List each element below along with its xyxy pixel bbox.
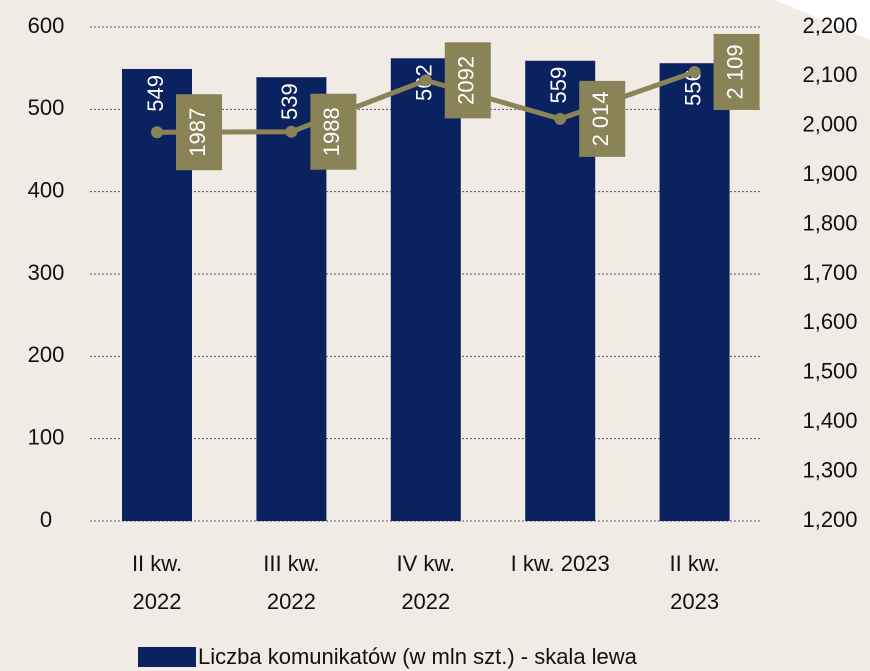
legend-swatch bbox=[138, 647, 196, 667]
line-marker bbox=[151, 126, 163, 139]
bar bbox=[659, 63, 730, 522]
line-value-label: 1988 bbox=[319, 107, 344, 156]
legend-label: Liczba komunikatów (w mln szt.) - skala … bbox=[198, 644, 638, 669]
y2-tick-label: 2,100 bbox=[802, 62, 857, 87]
y-tick-label: 600 bbox=[28, 13, 65, 38]
line-value-label: 2 014 bbox=[588, 91, 613, 146]
x-tick-label: III kw. bbox=[263, 551, 319, 576]
x-tick-label: IV kw. bbox=[396, 551, 455, 576]
label-box bbox=[713, 33, 760, 110]
line-value-label: 2092 bbox=[454, 56, 479, 105]
y2-tick-label: 1,400 bbox=[802, 408, 857, 433]
line-marker bbox=[688, 65, 701, 78]
x-tick-label: 2022 bbox=[267, 589, 316, 614]
y-tick-label: 200 bbox=[28, 342, 65, 367]
line-marker bbox=[419, 74, 432, 87]
y-tick-label: 500 bbox=[28, 95, 65, 120]
line-value-label: 1987 bbox=[185, 108, 210, 157]
x-tick-label: II kw. bbox=[670, 551, 720, 576]
y2-tick-label: 2,000 bbox=[802, 112, 857, 137]
y2-tick-label: 1,500 bbox=[802, 359, 857, 384]
y2-tick-label: 1,700 bbox=[802, 260, 857, 285]
y2-tick-label: 1,800 bbox=[802, 210, 857, 235]
y2-tick-label: 1,600 bbox=[802, 309, 857, 334]
corner bbox=[775, 0, 870, 40]
y-tick-label: 300 bbox=[28, 260, 65, 285]
label-box bbox=[444, 42, 491, 119]
line-marker bbox=[285, 125, 298, 138]
y-tick-label: 0 bbox=[40, 507, 52, 532]
line-marker bbox=[554, 112, 567, 125]
x-tick-label: 2022 bbox=[401, 589, 450, 614]
y2-tick-label: 2,200 bbox=[802, 13, 857, 38]
y2-tick-label: 1,900 bbox=[802, 161, 857, 186]
label-box bbox=[579, 80, 626, 157]
line-value-label: 2 109 bbox=[722, 44, 747, 99]
x-tick-label: 2023 bbox=[670, 589, 719, 614]
x-tick-label: I kw. 2023 bbox=[511, 551, 610, 576]
x-tick-label: 2022 bbox=[133, 589, 182, 614]
y2-tick-label: 1,200 bbox=[802, 507, 857, 532]
bar-value-label: 559 bbox=[546, 67, 571, 104]
label-box bbox=[176, 94, 222, 171]
y2-tick-label: 1,300 bbox=[802, 457, 857, 482]
bar-value-label: 539 bbox=[277, 83, 302, 120]
y-tick-label: 400 bbox=[28, 177, 65, 202]
y-tick-label: 100 bbox=[28, 424, 65, 449]
label-box bbox=[310, 93, 357, 170]
bar bbox=[390, 58, 461, 521]
x-tick-label: II kw. bbox=[132, 551, 182, 576]
bar-value-label: 549 bbox=[143, 75, 168, 112]
